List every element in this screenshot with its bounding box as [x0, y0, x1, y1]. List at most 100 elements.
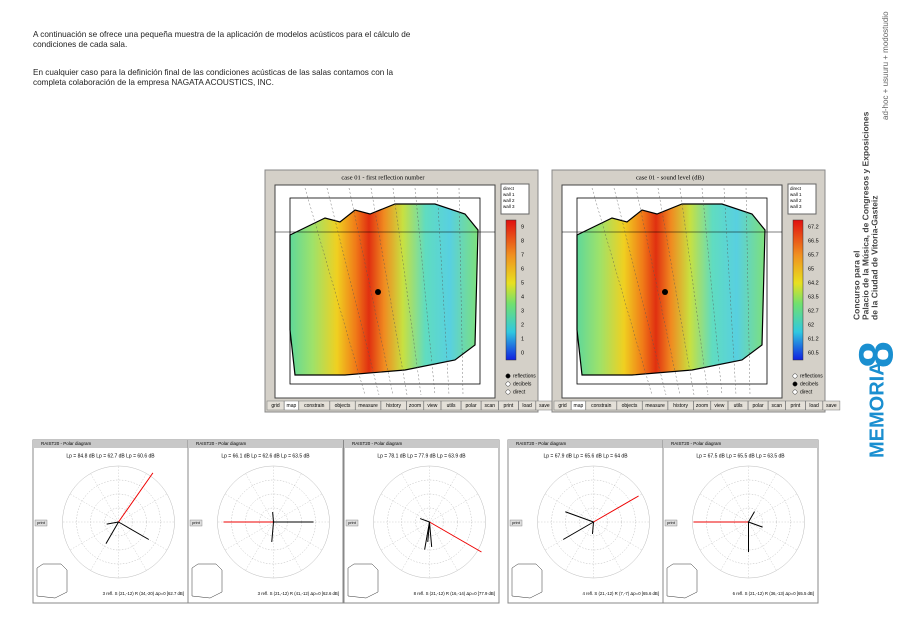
scale-label: 5	[521, 280, 524, 286]
toolbar-button[interactable]	[585, 400, 617, 411]
polar-spoke	[748, 493, 798, 523]
toolbar-button[interactable]	[266, 400, 285, 411]
polar-spoke	[565, 473, 594, 523]
toolbar-button[interactable]	[768, 400, 786, 411]
toolbar-button[interactable]	[380, 400, 407, 411]
hall-inset	[666, 563, 698, 599]
scale-label: 3	[521, 308, 524, 314]
print-button[interactable]	[34, 519, 48, 527]
toolbar-button[interactable]	[642, 400, 668, 411]
polar-spoke	[720, 473, 749, 523]
toolbar-button[interactable]	[785, 400, 806, 411]
toolbar-button[interactable]	[440, 400, 462, 411]
polar-spoke	[699, 493, 749, 523]
polar-ring	[692, 465, 805, 579]
toolbar-label: scan	[771, 403, 782, 409]
toolbar-button[interactable]	[498, 400, 519, 411]
polar-spoke	[429, 473, 458, 523]
ray	[392, 187, 422, 396]
toolbar-label: zoom	[696, 403, 708, 409]
radio[interactable]	[792, 381, 798, 387]
reflection	[591, 521, 594, 534]
color-scale	[505, 219, 517, 361]
toolbar-button[interactable]	[667, 400, 694, 411]
toolbar-button[interactable]	[284, 400, 299, 411]
scale-label: 4	[521, 294, 524, 300]
print-button[interactable]	[189, 519, 203, 527]
toolbar-button[interactable]	[553, 400, 572, 411]
list-item: direct	[790, 186, 802, 191]
footer: 3 refl. S (21,-12) R (34,-20) Δp=0 [62.7…	[103, 591, 184, 596]
toolbar-button[interactable]	[710, 400, 729, 411]
polar-spoke	[273, 493, 323, 523]
toolbar-label: zoom	[409, 403, 421, 409]
toolbar-button[interactable]	[518, 400, 536, 411]
toolbar-button[interactable]	[727, 400, 749, 411]
toolbar-button[interactable]	[406, 400, 424, 411]
radio-label: reflections	[800, 373, 823, 379]
ray	[458, 187, 464, 396]
polar-spoke	[565, 521, 594, 571]
window-title: RAIST20 - Polar diagram	[352, 441, 403, 446]
levels: Lp = 84.8 dB Lp = 62.7 dB Lp = 60.6 dB	[66, 453, 155, 459]
toolbar-label: save	[539, 403, 550, 409]
polar-ring	[373, 465, 486, 579]
print-button[interactable]	[345, 519, 359, 527]
polar-window: RAIST20 - Polar diagram Lp = 66.1 dB Lp =…	[187, 439, 344, 604]
radio[interactable]	[792, 373, 798, 379]
scale-label: 8	[521, 238, 524, 244]
toolbar-label: map	[287, 403, 297, 409]
radio[interactable]	[505, 381, 511, 387]
scale-label: 62.7	[808, 308, 819, 314]
ray	[326, 187, 380, 396]
polar-spoke	[273, 521, 302, 571]
footer: 4 refl. S (21,-12) R (7,-7) Δp=0 [65.6 d…	[582, 591, 659, 596]
ray	[657, 187, 695, 396]
polar-spoke	[118, 473, 147, 523]
toolbar-button[interactable]	[805, 400, 823, 411]
toolbar-button[interactable]	[747, 400, 769, 411]
polar-window: RAIST20 - Polar diagram Lp = 67.5 dB Lp =…	[662, 439, 819, 604]
list-item: direct	[503, 186, 515, 191]
toolbar-button[interactable]	[822, 400, 841, 411]
scale-label: 2	[521, 322, 524, 328]
print-button[interactable]	[664, 519, 678, 527]
toolbar-button[interactable]	[460, 400, 482, 411]
polar-spoke	[593, 521, 643, 551]
title-bar	[508, 440, 663, 448]
ray	[679, 187, 709, 396]
stage-outline	[289, 197, 481, 385]
toolbar-label: utils	[734, 403, 743, 409]
radio[interactable]	[505, 389, 511, 395]
scale-label: 60.5	[808, 350, 819, 356]
toolbar-button[interactable]	[481, 400, 499, 411]
radio-label: direct	[800, 389, 813, 395]
radio[interactable]	[792, 389, 798, 395]
toolbar-label: print	[504, 403, 514, 409]
toolbar-button[interactable]	[329, 400, 356, 411]
polar-window: RAIST20 - Polar diagram Lp = 78.1 dB Lp =…	[343, 439, 500, 604]
scale-label: 7	[521, 252, 524, 258]
toolbar-button[interactable]	[616, 400, 643, 411]
radio[interactable]	[505, 373, 511, 379]
levels: Lp = 67.5 dB Lp = 65.5 dB Lp = 63.5 dB	[696, 453, 785, 459]
polar-spoke	[273, 521, 323, 551]
toolbar-button[interactable]	[693, 400, 711, 411]
polar-spoke	[380, 493, 430, 523]
reflection	[419, 518, 430, 523]
toolbar-label: polar	[466, 403, 477, 409]
print-button[interactable]	[509, 519, 523, 527]
window-title: RAIST20 - Polar diagram	[516, 441, 567, 446]
polar-spoke	[69, 493, 119, 523]
toolbar-button[interactable]	[355, 400, 381, 411]
toolbar-button[interactable]	[423, 400, 442, 411]
toolbar-label: measure	[358, 403, 378, 409]
polar-spoke	[69, 521, 119, 551]
ray	[436, 187, 450, 396]
toolbar-button[interactable]	[571, 400, 586, 411]
toolbar-button[interactable]	[298, 400, 330, 411]
polar-spoke	[118, 493, 168, 523]
reflection	[748, 511, 755, 523]
